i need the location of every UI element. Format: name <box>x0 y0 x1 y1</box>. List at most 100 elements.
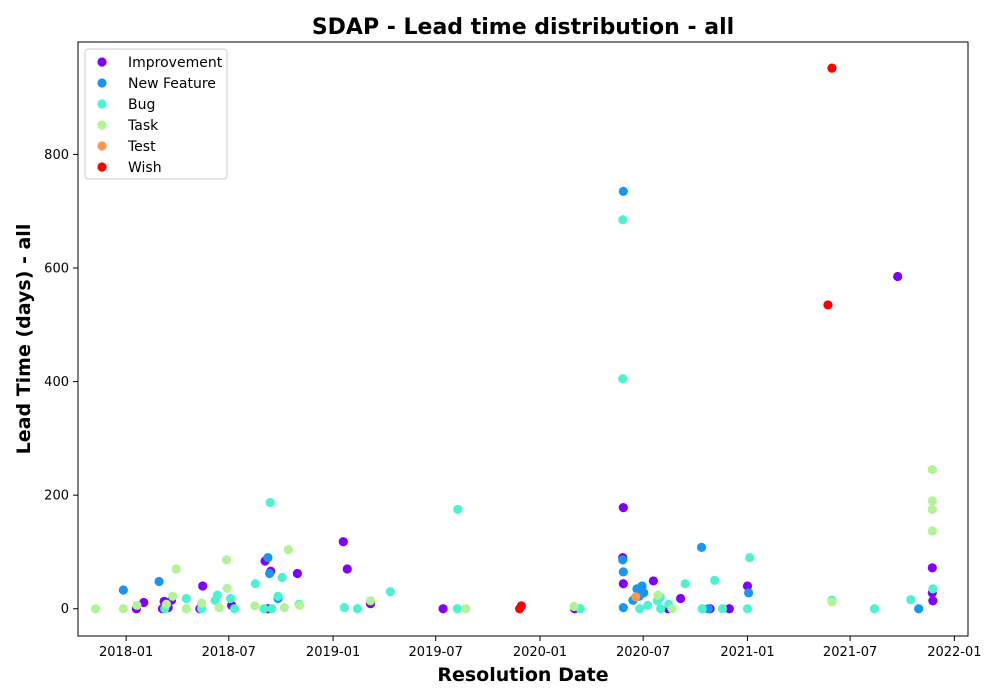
point-bug <box>717 604 728 614</box>
point-task <box>461 604 471 614</box>
point-task <box>279 603 289 613</box>
point-task <box>214 603 224 613</box>
y-tick-label: 200 <box>44 489 69 504</box>
point-bug <box>181 593 191 604</box>
point-bug <box>618 215 628 225</box>
legend-label-test: Test <box>127 139 156 155</box>
point-improvement <box>724 604 734 614</box>
point-task <box>118 604 128 614</box>
x-tick-label: 2019-07 <box>409 645 463 660</box>
point-new-feature <box>639 588 649 598</box>
point-bug <box>229 604 240 614</box>
point-bug <box>267 604 277 614</box>
point-bug <box>339 603 350 613</box>
point-bug <box>656 604 666 614</box>
point-improvement <box>618 579 628 589</box>
point-bug <box>259 604 269 614</box>
legend-label-task: Task <box>127 118 159 134</box>
point-bug <box>869 604 880 614</box>
point-task <box>927 496 937 506</box>
point-improvement <box>742 581 753 591</box>
point-improvement <box>338 537 348 547</box>
legend: Improvement New Feature Bug Task Test Wish <box>84 48 228 180</box>
point-wish <box>827 63 837 73</box>
legend-marker-bug <box>97 99 107 109</box>
point-task <box>221 555 232 565</box>
x-tick-label: 2020-01 <box>513 645 567 660</box>
point-bug <box>680 579 690 589</box>
x-axis-label: Resolution Date <box>437 664 608 686</box>
point-improvement <box>618 503 628 513</box>
x-tick-label: 2018-07 <box>202 645 256 660</box>
legend-marker-test <box>97 141 107 151</box>
point-task <box>927 465 937 475</box>
legend-marker-task <box>97 120 107 130</box>
point-bug <box>453 504 463 514</box>
point-bug <box>906 595 916 605</box>
point-new-feature <box>154 576 164 587</box>
point-improvement <box>292 568 302 579</box>
point-task <box>222 583 232 593</box>
point-bug <box>452 604 462 614</box>
point-bug <box>225 593 236 604</box>
point-task <box>927 504 937 514</box>
legend-box <box>84 48 228 180</box>
point-bug <box>618 374 628 384</box>
point-task <box>365 596 376 606</box>
point-task <box>196 598 207 608</box>
point-new-feature <box>696 542 707 553</box>
point-task <box>161 599 172 609</box>
point-improvement <box>342 564 352 574</box>
point-improvement <box>927 563 937 573</box>
legend-marker-new-feature <box>97 78 107 88</box>
point-new-feature <box>744 588 754 598</box>
point-bug <box>352 604 363 614</box>
point-bug <box>742 604 753 614</box>
legend-label-bug: Bug <box>128 97 155 113</box>
point-new-feature <box>618 555 628 565</box>
point-test <box>631 592 641 602</box>
point-bug <box>697 604 707 614</box>
point-task <box>569 601 579 612</box>
x-axis: 2018-01 2018-07 2019-01 2019-07 2020-01 2020-… <box>99 636 982 660</box>
x-tick-label: 2021-07 <box>823 645 877 660</box>
point-task <box>295 600 305 610</box>
point-bug <box>277 572 287 583</box>
point-task <box>927 526 937 536</box>
point-task <box>90 604 101 614</box>
x-tick-label: 2020-07 <box>616 645 670 660</box>
point-improvement <box>893 271 903 282</box>
legend-label-wish: Wish <box>128 160 162 176</box>
y-tick-label: 400 <box>44 375 69 390</box>
y-tick-label: 0 <box>61 602 69 617</box>
y-tick-label: 800 <box>44 148 69 163</box>
chart-title: SDAP - Lead time distribution - all <box>312 15 734 40</box>
point-bug <box>273 591 283 601</box>
point-task <box>132 600 142 610</box>
point-new-feature <box>265 568 275 579</box>
x-tick-label: 2018-01 <box>99 645 153 660</box>
point-new-feature <box>618 567 628 577</box>
point-wish <box>516 601 526 611</box>
point-task <box>181 604 191 614</box>
point-task <box>667 604 677 614</box>
point-improvement <box>648 576 658 586</box>
point-new-feature <box>618 603 628 613</box>
point-task <box>168 591 178 601</box>
legend-marker-wish <box>97 162 107 172</box>
y-axis: 0 200 400 600 800 <box>44 148 78 617</box>
point-bug <box>710 575 720 585</box>
point-new-feature <box>618 186 628 196</box>
point-new-feature <box>914 604 924 614</box>
x-tick-label: 2021-01 <box>720 645 774 660</box>
data-points <box>90 63 938 614</box>
point-task <box>653 590 663 600</box>
point-bug <box>643 600 653 610</box>
point-wish <box>823 300 833 310</box>
point-bug <box>385 587 395 597</box>
point-improvement <box>928 596 938 606</box>
point-bug <box>745 553 755 563</box>
point-bug <box>265 497 275 508</box>
point-bug <box>635 604 645 614</box>
